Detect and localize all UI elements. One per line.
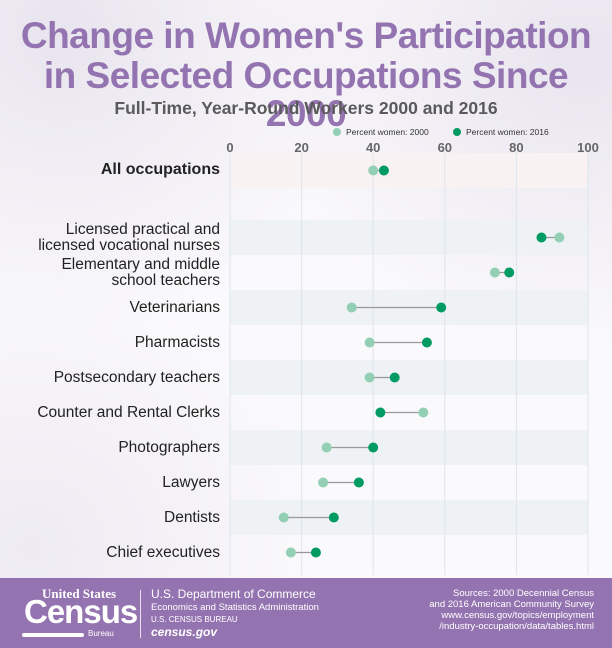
row-band (230, 220, 588, 255)
source-line[interactable]: /industry-occupation/data/tables.html (439, 621, 594, 632)
category-label: Licensed practical and licensed vocationa… (0, 220, 220, 254)
x-tick-label: 60 (438, 140, 452, 155)
legend-label-2016: Percent women: 2016 (466, 127, 549, 137)
x-tick-label: 0 (226, 140, 233, 155)
category-label-line: Pharmacists (134, 333, 220, 351)
row-band (230, 360, 588, 395)
category-label-line: Lawyers (162, 473, 220, 491)
category-label-line: Veterinarians (129, 298, 220, 316)
point-2016 (389, 372, 400, 383)
category-label-line: school teachers (111, 271, 220, 289)
category-label: Chief executives (0, 543, 220, 561)
bureau-name: U.S. CENSUS BUREAU (151, 615, 238, 624)
legend-marker-2000 (333, 128, 341, 136)
point-2016 (368, 442, 379, 453)
category-label: Elementary and middle school teachers (0, 255, 220, 289)
logo-bureau: Bureau (88, 629, 114, 638)
point-2000 (368, 165, 379, 176)
point-2016 (353, 477, 364, 488)
category-label-line: licensed vocational nurses (38, 236, 220, 254)
source-line: and 2016 American Community Survey (429, 599, 594, 610)
x-tick-label: 40 (366, 140, 380, 155)
point-2016 (328, 512, 339, 523)
point-2016 (436, 302, 447, 313)
category-label-line: Counter and Rental Clerks (37, 403, 220, 421)
category-label: Veterinarians (0, 298, 220, 316)
point-2016 (504, 267, 515, 278)
logo-bar (22, 633, 84, 637)
row-band (230, 153, 588, 188)
point-2016 (375, 407, 386, 418)
chart-subtitle: Full-Time, Year-Round Workers 2000 and 2… (114, 98, 498, 118)
chart-title-line1: Change in Women's Participation (20, 15, 592, 56)
point-2000 (318, 477, 329, 488)
esa-name: Economics and Statistics Administration (151, 602, 319, 613)
point-2016 (378, 165, 389, 176)
category-label: Pharmacists (0, 333, 220, 351)
category-label: All occupations (0, 160, 220, 178)
x-tick-label: 20 (294, 140, 308, 155)
x-tick-label: 80 (509, 140, 523, 155)
category-label-line: Elementary and middle (61, 255, 220, 273)
point-2000 (278, 512, 289, 523)
footer: United States Census Bureau U.S. Departm… (0, 578, 612, 648)
point-2000 (321, 442, 332, 453)
source-line[interactable]: www.census.gov/topics/employment (441, 610, 594, 621)
row-band (230, 430, 588, 465)
category-label-line: Chief executives (106, 543, 220, 561)
category-label: Counter and Rental Clerks (0, 403, 220, 421)
category-label-line: All occupations (100, 160, 220, 178)
sources: Sources: 2000 Decennial Census and 2016 … (334, 588, 594, 632)
point-2000 (285, 547, 296, 558)
point-2016 (536, 232, 547, 243)
legend-item-2000: Percent women: 2000 (333, 127, 429, 137)
point-2000 (364, 337, 375, 348)
logo-united-states: United States (42, 586, 117, 601)
point-2000 (489, 267, 500, 278)
point-2016 (310, 547, 321, 558)
category-label-line: Photographers (118, 438, 220, 456)
source-line: Sources: 2000 Decennial Census (452, 588, 594, 599)
chart-title-line2: in Selected Occupations Since 2000 (43, 55, 569, 134)
dumbbell-chart: 0 20 40 60 80 100 (226, 140, 599, 575)
x-tick-label: 100 (577, 140, 599, 155)
dept-name: U.S. Department of Commerce (151, 587, 316, 601)
point-2016 (421, 337, 432, 348)
point-2000 (346, 302, 357, 313)
category-label: Lawyers (0, 473, 220, 491)
point-2000 (418, 407, 429, 418)
category-label-line: Dentists (164, 508, 220, 526)
point-2000 (554, 232, 565, 243)
legend-item-2016: Percent women: 2016 (453, 127, 549, 137)
background-texture (0, 0, 612, 578)
census-gov-link[interactable]: census.gov (151, 625, 218, 639)
category-label-line: Licensed practical and (65, 220, 220, 238)
logo-census: Census (24, 593, 138, 630)
point-2000 (364, 372, 375, 383)
category-label: Photographers (0, 438, 220, 456)
legend-marker-2016 (453, 128, 461, 136)
legend-label-2000: Percent women: 2000 (346, 127, 429, 137)
footer-divider (140, 590, 141, 638)
category-label: Dentists (0, 508, 220, 526)
category-label-line: Postsecondary teachers (53, 368, 220, 386)
category-label: Postsecondary teachers (0, 368, 220, 386)
